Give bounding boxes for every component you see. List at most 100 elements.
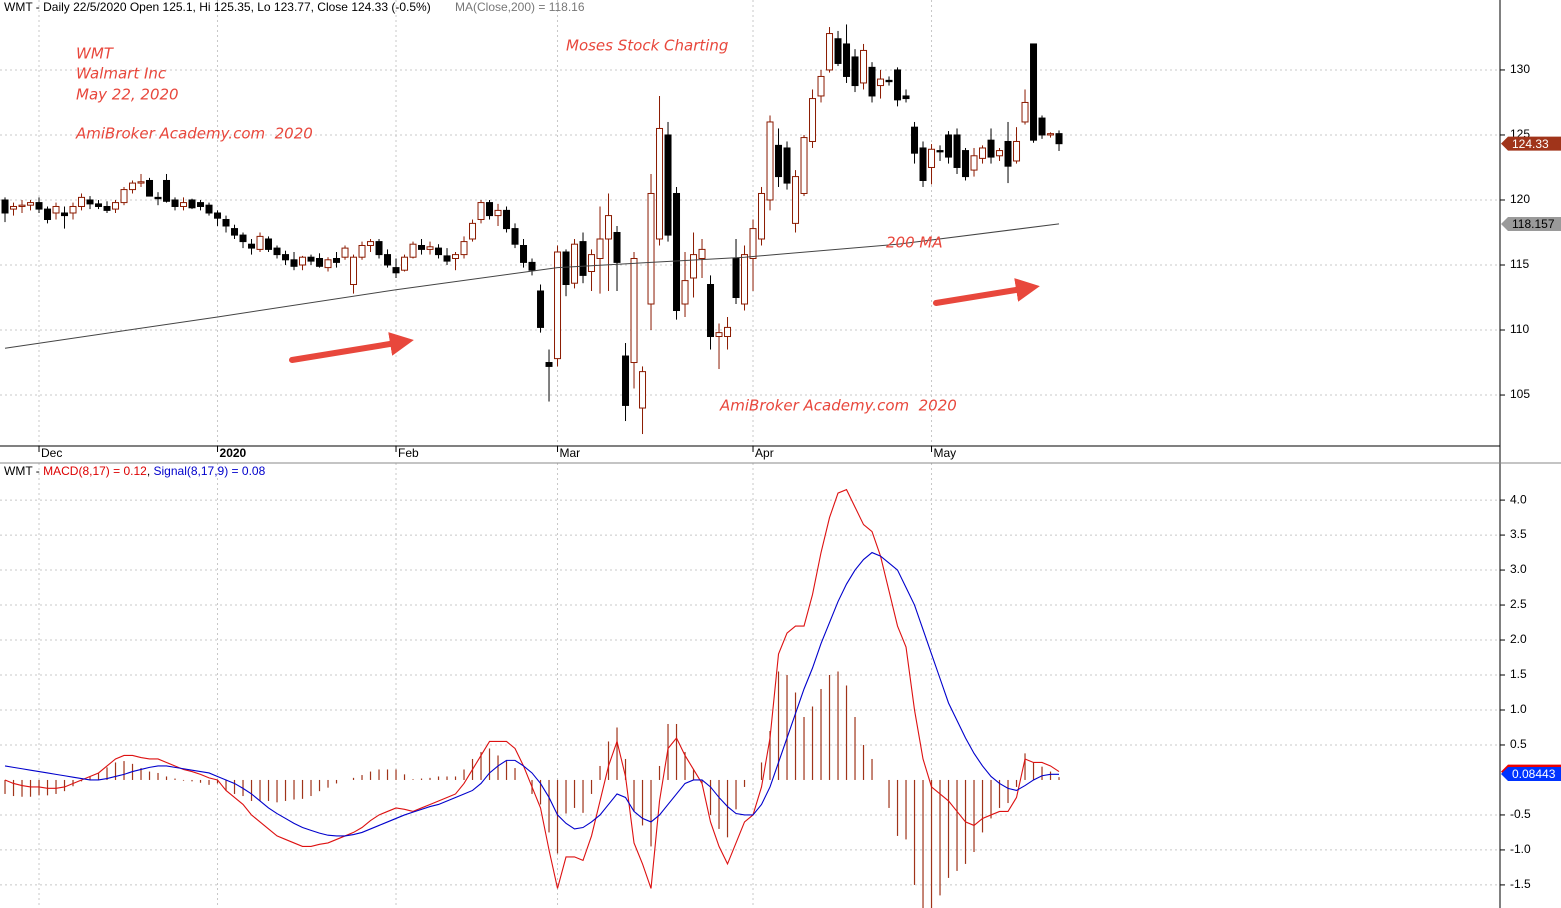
candle-body: [520, 244, 528, 263]
candle-body: [732, 257, 740, 299]
candle-body: [27, 202, 35, 206]
candle-body: [945, 134, 953, 158]
candle-body: [307, 256, 315, 262]
candle-body: [656, 127, 664, 240]
candle-body: [256, 235, 264, 250]
candle-body: [290, 259, 298, 267]
candle-body: [205, 204, 213, 214]
y-tick-label: 0.5: [1510, 737, 1527, 751]
candle-body: [78, 196, 86, 207]
arrow: [933, 278, 1040, 306]
macd-title: WMT - MACD(8,17) = 0.12, Signal(8,17,9) …: [4, 464, 266, 478]
candle-body: [877, 78, 885, 87]
candle-body: [826, 33, 834, 71]
y-tick-label: 3.5: [1510, 527, 1527, 541]
candle-body: [630, 257, 638, 364]
annotation: 200 MA: [886, 234, 943, 252]
value-marker: [1501, 767, 1561, 782]
candle-body: [528, 261, 536, 271]
candle-body: [299, 256, 307, 266]
candle-body: [775, 144, 783, 178]
candle-body: [61, 212, 69, 217]
chart-title: WMT - Daily 22/5/2020 Open 125.1, Hi 125…: [4, 0, 431, 14]
y-tick-label: 2.5: [1510, 597, 1527, 611]
annotation: May 22, 2020: [76, 86, 179, 104]
value-marker: [1501, 136, 1561, 151]
candle-body: [979, 147, 987, 159]
candle-body: [231, 228, 239, 236]
candle-body: [375, 241, 383, 256]
candle-body: [435, 247, 443, 256]
candle-body: [622, 355, 630, 406]
candle-body: [486, 202, 494, 217]
title-part: MACD(8,17) = 0.12: [43, 464, 147, 478]
candle-body: [171, 199, 179, 207]
candle-body: [673, 192, 681, 312]
candle-body: [911, 126, 919, 154]
candle-body: [10, 205, 18, 210]
candle-body: [273, 247, 281, 256]
y-tick-label: 130: [1510, 62, 1530, 76]
candle-body: [707, 284, 715, 338]
candle-body: [44, 208, 52, 220]
candle-body: [749, 228, 757, 259]
candle-body: [265, 238, 273, 250]
candle-body: [333, 257, 341, 263]
candle-body: [418, 244, 426, 250]
candle-body: [817, 75, 825, 97]
candle-body: [129, 182, 137, 191]
y-tick-label: 3.0: [1510, 562, 1527, 576]
candle-body: [596, 238, 604, 259]
candle-body: [554, 251, 562, 360]
candle-body: [800, 137, 808, 194]
candle-body: [996, 150, 1004, 157]
value-marker-label: 124.33: [1512, 137, 1549, 151]
annotation: Walmart Inc: [76, 65, 167, 83]
candle-body: [1038, 117, 1046, 136]
candle-body: [715, 332, 723, 338]
candle-body: [35, 202, 43, 210]
y-tick-label: -1.5: [1510, 877, 1531, 891]
annotation: Moses Stock Charting: [566, 37, 728, 55]
candle-body: [494, 209, 502, 217]
y-tick-label: 1.5: [1510, 667, 1527, 681]
candle-body: [154, 196, 162, 200]
x-tick-label: 2020: [220, 446, 247, 460]
candle-body: [783, 147, 791, 184]
candle-body: [1021, 101, 1029, 123]
candle-body: [571, 243, 579, 284]
y-tick-label: 1.0: [1510, 702, 1527, 716]
candle-body: [792, 176, 800, 224]
candle-body: [562, 251, 570, 286]
candle-body: [469, 222, 477, 240]
candle-body: [1, 199, 9, 214]
candle-body: [214, 212, 222, 219]
candle-body: [112, 202, 120, 210]
candle-body: [588, 254, 596, 273]
candle-body: [851, 56, 859, 87]
candle-body: [222, 218, 230, 227]
candle-body: [766, 121, 774, 201]
candle-body: [664, 134, 672, 236]
x-tick-label: Feb: [398, 446, 419, 460]
candle-body: [69, 205, 77, 214]
candle-body: [180, 202, 188, 207]
y-tick-label: 105: [1510, 387, 1530, 401]
candle-body: [511, 228, 519, 245]
candle-body: [647, 192, 655, 305]
candle-body: [341, 247, 349, 258]
annotation: AmiBroker Academy.com 2020: [75, 125, 313, 143]
candle-body: [443, 255, 451, 262]
indicator-line: [4, 551, 1060, 837]
candle-body: [282, 254, 290, 261]
value-marker-label: 118.157: [1512, 217, 1555, 231]
candle-body: [146, 179, 154, 197]
y-tick-label: 115: [1510, 257, 1529, 271]
candle-body: [843, 43, 851, 77]
candle-body: [613, 231, 621, 263]
candle-body: [1055, 133, 1063, 145]
candle-body: [197, 202, 205, 207]
candle-body: [18, 204, 26, 207]
candle-body: [401, 256, 409, 271]
